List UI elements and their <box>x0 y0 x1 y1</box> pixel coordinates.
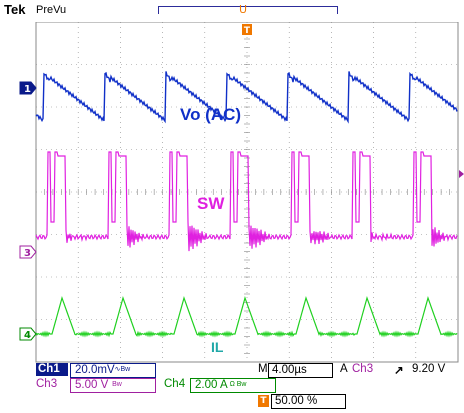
ch1-ground-marker-label: 1 <box>24 84 31 95</box>
ch4-waveform <box>35 296 458 338</box>
timebase-readout[interactable]: 4.00µs <box>268 363 333 378</box>
ch4-trace-label: IL <box>211 339 224 355</box>
trigger-t-marker-label: T <box>244 26 251 36</box>
ch3-trace-label: SW <box>197 194 225 213</box>
trigger-position-readout[interactable]: 50.00 % <box>271 394 346 409</box>
ch1-scale-value: 20.0mV <box>75 364 115 376</box>
ch1-label[interactable]: Ch1 <box>36 363 68 376</box>
rising-edge-icon: ↗ <box>394 365 404 377</box>
graticule: T 1 3 4 Vo (AC) SW IL <box>19 22 464 363</box>
trigger-position-marker-icon: U <box>239 3 248 16</box>
acquisition-mode: PreVu <box>36 4 67 16</box>
record-view-bar[interactable] <box>158 6 338 14</box>
ch1-waveform <box>35 71 458 124</box>
status-bar: Tek PreVu U <box>0 0 464 22</box>
brand-logo: Tek <box>4 2 26 17</box>
ch3-waveform <box>35 151 458 252</box>
trigger-marker-icon: T <box>258 395 269 407</box>
ch3-ground-marker-label: 3 <box>24 248 31 259</box>
trigger-t-marker-icon <box>242 24 252 35</box>
ch3-scale-value: 5.00 V <box>75 379 109 391</box>
ch3-ground-marker-icon <box>19 245 37 259</box>
trigger-level-arrow-icon <box>459 170 464 178</box>
trigger-level-readout[interactable]: 9.20 V <box>412 363 446 375</box>
ch4-scale-readout[interactable]: 2.00 A Ω Bw <box>190 378 276 393</box>
ch1-scale-readout[interactable]: 20.0mV∿Bw <box>70 363 156 378</box>
ch1-trace-label: Vo (AC) <box>180 105 241 124</box>
ch4-scale-value: 2.00 A <box>195 379 228 391</box>
trigger-mode-label: A <box>340 363 348 375</box>
ch4-ground-marker-label: 4 <box>24 330 31 341</box>
ch3-label[interactable]: Ch3 <box>36 378 58 390</box>
trigger-source[interactable]: Ch3 <box>352 363 374 375</box>
bandwidth-icon: Bw <box>108 381 122 388</box>
ac-coupling-icon: ∿Bw <box>114 366 131 373</box>
ch4-label[interactable]: Ch4 <box>164 378 186 390</box>
waveform-display[interactable]: T 1 3 4 Vo (AC) SW IL <box>0 22 464 364</box>
ch1-ground-marker-icon <box>19 81 37 95</box>
ch3-scale-readout[interactable]: 5.00 V Bw <box>70 378 156 393</box>
ch4-ground-marker-icon <box>19 327 37 341</box>
ohm-icon: Ω Bw <box>227 381 247 388</box>
timebase-label: M <box>258 363 268 375</box>
